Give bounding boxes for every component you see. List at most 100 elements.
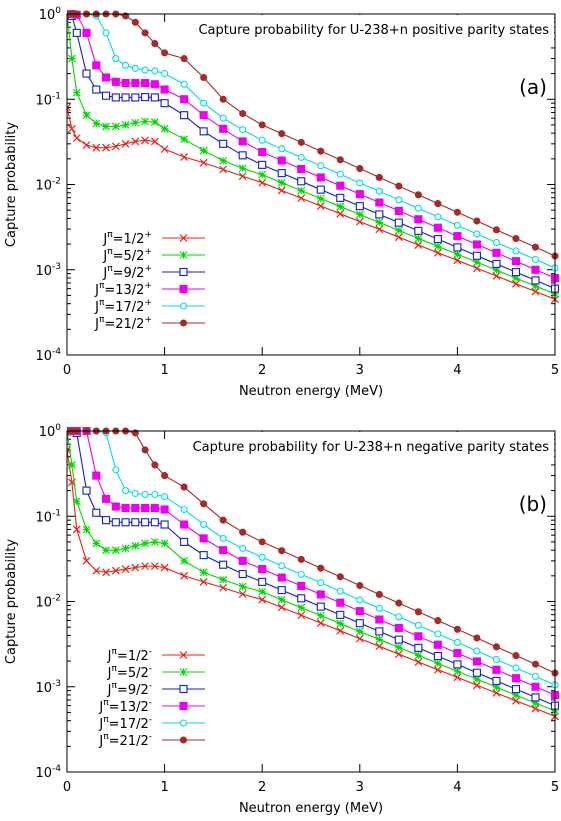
marker — [219, 124, 228, 133]
marker — [258, 587, 267, 596]
x-tick-label: 2 — [258, 780, 266, 795]
marker — [433, 640, 442, 649]
marker — [67, 124, 76, 133]
legend-marker — [179, 319, 188, 327]
legend-label: Jπ=13/2+ — [94, 281, 152, 298]
x-tick-label: 3 — [356, 363, 364, 378]
marker — [122, 61, 130, 69]
marker — [336, 626, 345, 635]
marker — [512, 279, 520, 288]
marker — [131, 563, 140, 572]
legend-label: Jπ=17/2- — [98, 715, 152, 732]
marker — [473, 258, 481, 266]
marker — [150, 562, 159, 571]
marker — [433, 665, 442, 674]
marker — [92, 119, 101, 128]
marker — [375, 225, 384, 234]
marker — [375, 615, 384, 624]
marker — [82, 111, 91, 120]
marker — [219, 165, 228, 174]
marker — [150, 503, 159, 513]
legend-marker — [179, 736, 188, 744]
marker — [512, 274, 520, 282]
marker — [492, 266, 501, 274]
marker — [67, 54, 76, 63]
marker — [394, 206, 403, 215]
marker — [180, 111, 189, 120]
marker — [239, 544, 247, 552]
chart-title: Capture probability for U-238+n positive… — [198, 23, 549, 38]
marker — [394, 218, 403, 227]
marker — [317, 564, 325, 572]
marker — [277, 595, 286, 604]
marker — [238, 137, 247, 146]
marker — [131, 541, 140, 550]
panel-label: (b) — [519, 492, 547, 516]
marker — [375, 635, 384, 644]
marker — [131, 503, 140, 513]
marker — [472, 681, 481, 690]
marker — [122, 487, 130, 495]
marker — [336, 156, 344, 164]
marker — [180, 483, 188, 491]
marker — [355, 634, 364, 643]
marker — [453, 667, 462, 676]
marker — [394, 635, 403, 644]
panel: 10-4 10-3 10-2 10-1 100 0 1 2 3 4 5 Neutron energy … — [4, 423, 559, 816]
marker — [433, 223, 442, 232]
marker — [453, 243, 462, 252]
marker — [414, 191, 422, 199]
marker — [336, 587, 344, 595]
marker — [199, 158, 208, 167]
marker — [238, 590, 247, 599]
marker — [453, 232, 462, 241]
marker — [336, 209, 345, 218]
marker — [141, 562, 150, 571]
marker — [72, 497, 81, 506]
marker — [414, 608, 422, 616]
legend-label: Jπ=1/2+ — [102, 230, 152, 247]
marker — [531, 276, 540, 285]
marker — [375, 173, 383, 181]
marker — [219, 560, 228, 569]
marker — [355, 190, 364, 199]
marker — [180, 153, 189, 161]
marker — [101, 91, 111, 100]
marker — [512, 696, 520, 705]
marker — [316, 602, 325, 611]
marker — [141, 66, 149, 74]
marker — [512, 247, 520, 255]
marker — [414, 204, 422, 212]
marker — [82, 486, 91, 495]
marker — [297, 164, 306, 174]
marker — [219, 114, 227, 122]
marker — [200, 520, 208, 529]
marker — [160, 563, 169, 572]
marker — [336, 573, 344, 581]
marker — [92, 85, 101, 94]
marker — [160, 124, 169, 133]
marker — [258, 136, 266, 144]
marker — [472, 240, 481, 249]
marker — [111, 518, 120, 527]
series-line — [67, 430, 556, 686]
marker — [375, 187, 383, 195]
marker — [121, 503, 130, 513]
marker — [151, 490, 159, 499]
y-axis-label: Capture probability — [4, 539, 19, 664]
marker — [72, 88, 81, 97]
marker — [199, 146, 208, 155]
marker — [414, 226, 423, 235]
marker — [434, 617, 442, 625]
marker — [512, 652, 520, 660]
y-tick-label: 10-3 — [35, 262, 61, 279]
marker — [160, 85, 169, 94]
marker — [336, 193, 345, 202]
marker — [150, 538, 159, 546]
marker — [161, 49, 169, 57]
marker — [433, 652, 442, 661]
marker — [180, 55, 188, 63]
legend-label: Jπ=1/2- — [107, 647, 152, 664]
marker — [67, 461, 76, 469]
